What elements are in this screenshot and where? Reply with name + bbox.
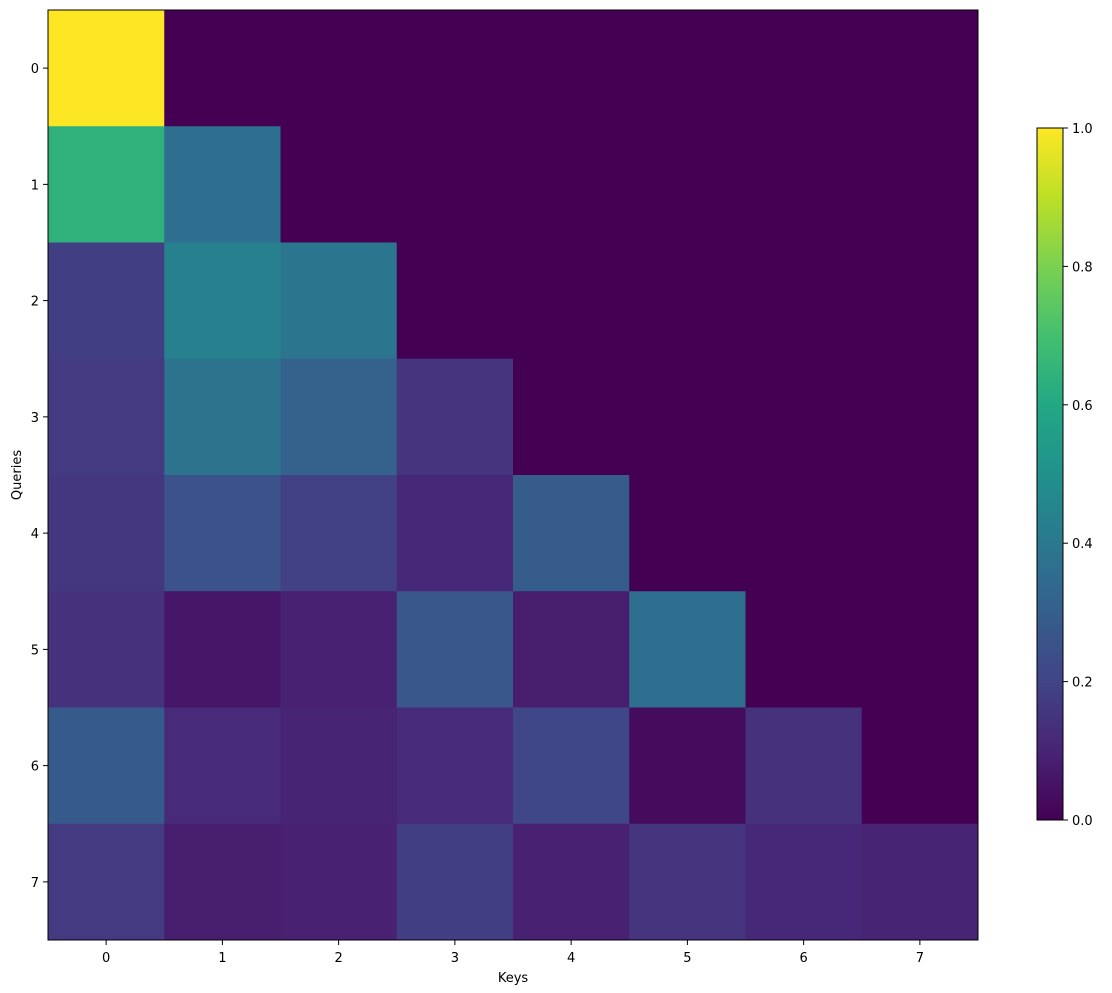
heatmap-cell-q7-k3 [396, 823, 514, 941]
x-tick-label: 7 [916, 951, 924, 966]
x-tick-label: 6 [799, 951, 807, 966]
heatmap-cell-q5-k3 [396, 591, 514, 708]
heatmap-cell-q0-k7 [861, 10, 979, 127]
heatmap-cell-q1-k5 [629, 126, 746, 243]
heatmap-cell-q2-k7 [861, 242, 979, 360]
heatmap-cell-q3-k4 [513, 358, 630, 476]
heatmap-cell-q2-k4 [513, 242, 630, 360]
heatmap-cell-q1-k7 [861, 126, 979, 243]
colorbar-tick-label: 1.0 [1072, 122, 1093, 137]
y-tick-label: 3 [31, 411, 39, 426]
heatmap-cell-q3-k0 [48, 358, 165, 476]
heatmap-cell-q6-k0 [48, 707, 165, 825]
heatmap-cell-q6-k2 [280, 707, 398, 825]
x-tick-label: 4 [567, 951, 575, 966]
x-tick-label: 5 [683, 951, 691, 966]
heatmap-cells [48, 10, 979, 941]
y-tick-label: 1 [31, 178, 39, 193]
heatmap-cell-q1-k3 [396, 126, 514, 243]
heatmap-cell-q4-k3 [396, 475, 514, 592]
plot-frame [47, 9, 979, 941]
colorbar-tick-label: 0.6 [1072, 399, 1093, 414]
heatmap-cell-q5-k0 [48, 591, 165, 708]
heatmap-cell-q2-k0 [48, 242, 165, 360]
colorbar-tick-label: 0.0 [1072, 814, 1093, 829]
colorbar-tick-label: 0.4 [1072, 537, 1093, 552]
heatmap-cell-q6-k4 [513, 707, 630, 825]
heatmap-cell-q7-k2 [280, 823, 398, 941]
heatmap-cell-q1-k0 [48, 126, 165, 243]
heatmap-cell-q7-k6 [745, 823, 863, 941]
heatmap-cell-q4-k5 [629, 475, 746, 592]
heatmap-cell-q1-k6 [745, 126, 863, 243]
heatmap-cell-q2-k6 [745, 242, 863, 360]
heatmap-cell-q0-k5 [629, 10, 746, 127]
heatmap-cell-q7-k4 [513, 823, 630, 941]
heatmap-cell-q5-k5 [629, 591, 746, 708]
heatmap-cell-q6-k6 [745, 707, 863, 825]
heatmap-cell-q3-k5 [629, 358, 746, 476]
heatmap-cell-q0-k2 [280, 10, 398, 127]
y-tick-label: 5 [31, 643, 39, 658]
heatmap-cell-q6-k7 [861, 707, 979, 825]
colorbar-tick-label: 0.2 [1072, 676, 1093, 691]
heatmap-cell-q3-k1 [164, 358, 281, 476]
heatmap-cell-q7-k7 [861, 823, 979, 941]
heatmap-cell-q1-k1 [164, 126, 281, 243]
heatmap-cell-q5-k6 [745, 591, 863, 708]
heatmap-cell-q4-k0 [48, 475, 165, 592]
heatmap-cell-q6-k5 [629, 707, 746, 825]
heatmap-cell-q2-k2 [280, 242, 398, 360]
heatmap-cell-q7-k1 [164, 823, 281, 941]
y-tick-label: 0 [31, 62, 39, 77]
x-tick-label: 0 [102, 951, 110, 966]
heatmap-cell-q0-k0 [48, 10, 165, 127]
x-axis: 0 1 2 3 4 5 6 7 [102, 940, 924, 966]
heatmap-cell-q0-k1 [164, 10, 281, 127]
heatmap-cell-q5-k1 [164, 591, 281, 708]
y-axis-label: Queries [10, 450, 25, 500]
heatmap-cell-q5-k7 [861, 591, 979, 708]
heatmap-cell-q5-k4 [513, 591, 630, 708]
heatmap-cell-q0-k3 [396, 10, 514, 127]
heatmap-cell-q2-k1 [164, 242, 281, 360]
x-tick-label: 2 [334, 951, 342, 966]
heatmap-cell-q4-k6 [745, 475, 863, 592]
heatmap-cell-q3-k2 [280, 358, 398, 476]
heatmap-cell-q1-k2 [280, 126, 398, 243]
heatmap-cell-q4-k7 [861, 475, 979, 592]
y-tick-label: 4 [31, 527, 39, 542]
heatmap-cell-q4-k1 [164, 475, 281, 592]
heatmap-cell-q2-k3 [396, 242, 514, 360]
heatmap-cell-q4-k2 [280, 475, 398, 592]
heatmap-cell-q4-k4 [513, 475, 630, 592]
heatmap-cell-q7-k5 [629, 823, 746, 941]
y-tick-label: 7 [31, 876, 39, 891]
heatmap-cell-q6-k3 [396, 707, 514, 825]
heatmap-cell-q6-k1 [164, 707, 281, 825]
x-tick-label: 1 [218, 951, 226, 966]
y-tick-label: 2 [31, 295, 39, 310]
heatmap-cell-q7-k0 [48, 823, 165, 941]
y-tick-label: 6 [31, 760, 39, 775]
heatmap-cell-q1-k4 [513, 126, 630, 243]
heatmap-cell-q3-k3 [396, 358, 514, 476]
heatmap-cell-q0-k4 [513, 10, 630, 127]
heatmap-cell-q3-k6 [745, 358, 863, 476]
x-axis-label: Keys [498, 971, 529, 986]
heatmap-cell-q2-k5 [629, 242, 746, 360]
colorbar [1036, 127, 1064, 821]
x-tick-label: 3 [451, 951, 459, 966]
heatmap-cell-q0-k6 [745, 10, 863, 127]
colorbar-ticks: 0.0 0.2 0.4 0.6 0.8 1.0 [1063, 122, 1093, 829]
heatmap-cell-q3-k7 [861, 358, 979, 476]
y-axis: 0 1 2 3 4 5 6 7 [31, 62, 48, 891]
heatmap-cell-q5-k2 [280, 591, 398, 708]
colorbar-tick-label: 0.8 [1072, 260, 1093, 275]
